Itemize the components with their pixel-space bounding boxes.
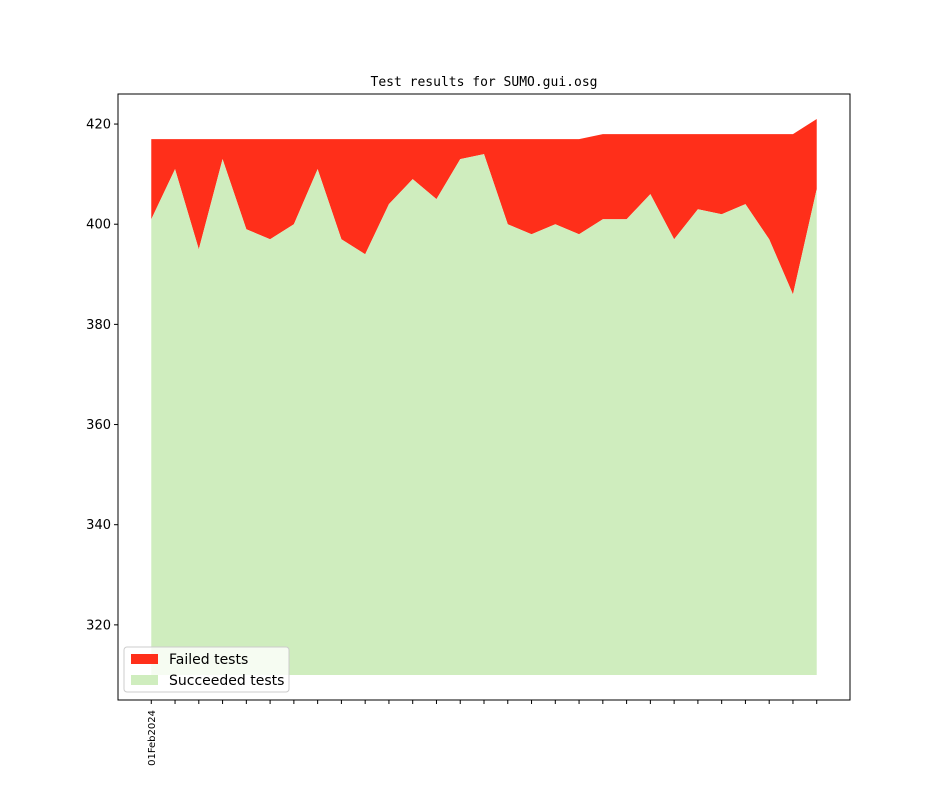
x-axis: 01Feb2024	[147, 700, 818, 766]
y-tick-label: 340	[86, 518, 111, 533]
x-tick-label: 01Feb2024	[147, 710, 158, 766]
y-tick-label: 320	[86, 618, 111, 633]
failed-tests-area	[151, 119, 817, 295]
legend-box	[123, 646, 290, 693]
plot-areas	[151, 119, 817, 675]
y-axis: 320 340 360 380 400 420	[86, 118, 118, 633]
legend-failed-tests-swatch	[131, 654, 158, 664]
legend-failed-tests-label: Failed tests	[169, 652, 248, 668]
y-tick-label: 420	[86, 118, 111, 133]
y-tick-label: 360	[86, 418, 111, 433]
succeeded-tests-area	[151, 154, 817, 675]
legend: Failed tests Succeeded tests	[123, 646, 290, 693]
y-tick-label: 400	[86, 218, 111, 233]
y-tick-label: 380	[86, 318, 111, 333]
chart-title: Test results for SUMO.gui.osg	[371, 75, 598, 90]
legend-succeeded-tests-label: Succeeded tests	[169, 673, 284, 689]
legend-succeeded-tests-swatch	[131, 675, 158, 685]
